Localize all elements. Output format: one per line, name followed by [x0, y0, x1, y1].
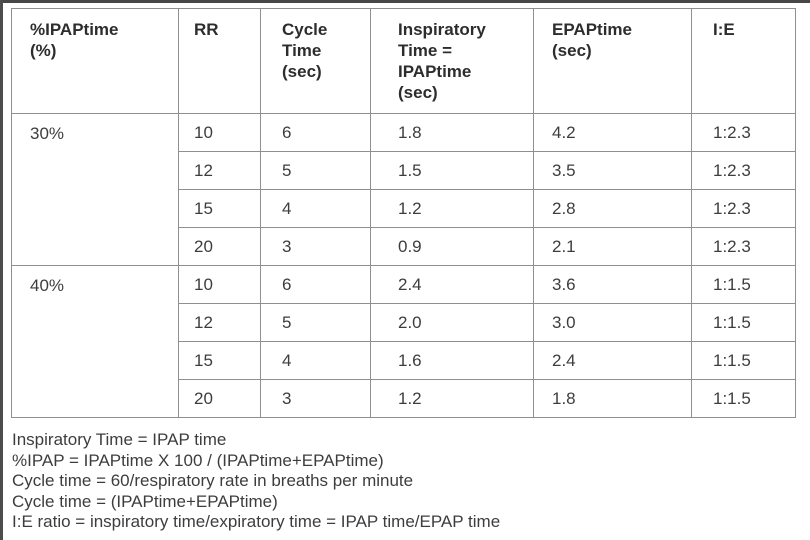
cell-ie-ratio: 1:1.5: [691, 379, 796, 418]
cell-epap-time: 3.5: [533, 151, 692, 190]
footnote-ipap-pct-formula: %IPAP = IPAPtime X 100 / (IPAPtime+EPAPt…: [12, 450, 384, 470]
col-header-cycle-time: Cycle Time (sec): [260, 8, 371, 114]
cell-inspiratory-time: 1.6: [370, 341, 534, 380]
ipap-pct-label: 30%: [11, 113, 179, 266]
cell-rr: 12: [178, 303, 261, 342]
cell-cycle-time: 5: [260, 151, 371, 190]
cell-cycle-time: 3: [260, 379, 371, 418]
cell-cycle-time: 3: [260, 227, 371, 266]
cell-cycle-time: 6: [260, 265, 371, 304]
table-row: 15 4 1.2 2.8 1:2.3: [12, 189, 796, 228]
footnote-inspiratory-time: Inspiratory Time = IPAP time: [12, 430, 227, 449]
table-row: 12 5 1.5 3.5 1:2.3: [12, 151, 796, 190]
cell-inspiratory-time: 0.9: [370, 227, 534, 266]
cell-inspiratory-time: 1.2: [370, 379, 534, 418]
cell-inspiratory-time: 1.8: [370, 113, 534, 152]
table-row: 20 3 1.2 1.8 1:1.5: [12, 379, 796, 418]
cell-epap-time: 1.8: [533, 379, 692, 418]
formula-footnotes: Inspiratory Time = IPAP time %IPAP = IPA…: [12, 430, 802, 533]
cell-epap-time: 2.1: [533, 227, 692, 266]
cell-ie-ratio: 1:1.5: [691, 303, 796, 342]
table-row: 40% 10 6 2.4 3.6 1:1.5: [11, 265, 796, 418]
footnote-cycle-time-sum: Cycle time = (IPAPtime+EPAPtime): [12, 491, 278, 511]
col-header-rr: RR: [178, 8, 261, 114]
cell-rr: 15: [178, 189, 261, 228]
cell-rr: 15: [178, 341, 261, 380]
cell-epap-time: 3.0: [533, 303, 692, 342]
cell-inspiratory-time: 2.0: [370, 303, 534, 342]
cell-cycle-time: 5: [260, 303, 371, 342]
ipap-timing-table: %IPAPtime (%) RR Cycle Time (sec) Inspir…: [11, 8, 796, 418]
ipap-pct-label: 40%: [11, 265, 179, 418]
footnote-ie-ratio: I:E ratio = inspiratory time/expiratory …: [12, 512, 501, 531]
cell-ie-ratio: 1:2.3: [691, 189, 796, 228]
cell-epap-time: 2.8: [533, 189, 692, 228]
cell-rr: 20: [178, 379, 261, 418]
col-header-epap-time: EPAPtime (sec): [533, 8, 692, 114]
cell-epap-time: 3.6: [533, 265, 692, 304]
table-header-row: %IPAPtime (%) RR Cycle Time (sec) Inspir…: [11, 8, 796, 114]
footnote-cycle-time-rr: Cycle time = 60/respiratory rate in brea…: [12, 471, 414, 490]
cell-rr: 12: [178, 151, 261, 190]
col-header-ie-ratio: I:E: [691, 8, 796, 114]
cell-inspiratory-time: 2.4: [370, 265, 534, 304]
cell-rr: 10: [178, 265, 261, 304]
cell-cycle-time: 6: [260, 113, 371, 152]
cell-ie-ratio: 1:1.5: [691, 341, 796, 380]
cell-ie-ratio: 1:2.3: [691, 227, 796, 266]
cell-ie-ratio: 1:2.3: [691, 151, 796, 190]
cell-inspiratory-time: 1.5: [370, 151, 534, 190]
col-header-inspiratory-time: Inspiratory Time = IPAPtime (sec): [370, 8, 534, 114]
table-row: 30% 10 6 1.8 4.2 1:2.3: [11, 113, 796, 266]
cell-epap-time: 2.4: [533, 341, 692, 380]
cell-epap-time: 4.2: [533, 113, 692, 152]
top-frame-line: [0, 0, 810, 3]
left-frame-line: [0, 0, 3, 540]
table-row: 15 4 1.6 2.4 1:1.5: [12, 341, 796, 380]
cell-rr: 20: [178, 227, 261, 266]
cell-cycle-time: 4: [260, 189, 371, 228]
cell-cycle-time: 4: [260, 341, 371, 380]
table-row: 20 3 0.9 2.1 1:2.3: [12, 227, 796, 266]
cell-ie-ratio: 1:1.5: [691, 265, 796, 304]
cell-ie-ratio: 1:2.3: [691, 113, 796, 152]
col-header-ipap-pct: %IPAPtime (%): [11, 8, 179, 114]
cell-inspiratory-time: 1.2: [370, 189, 534, 228]
table-row: 12 5 2.0 3.0 1:1.5: [12, 303, 796, 342]
cell-rr: 10: [178, 113, 261, 152]
